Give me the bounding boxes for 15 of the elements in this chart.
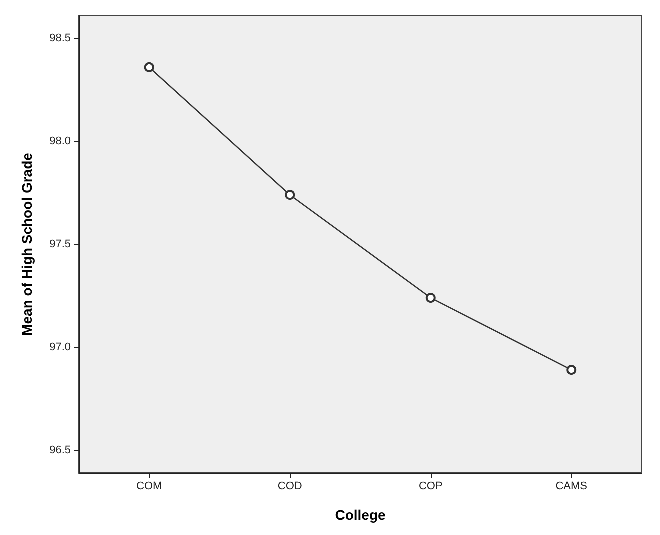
point — [426, 293, 436, 304]
point — [144, 62, 154, 72]
y-tick-label: 98.5 — [50, 32, 71, 45]
x-axis-title: College — [335, 507, 386, 523]
y-tick-label: 97.0 — [50, 341, 71, 354]
x-tick-label: CAMS — [556, 480, 588, 492]
x-tick-label: COP — [418, 480, 443, 492]
y-axis-title: Mean of High School Grade — [19, 152, 35, 336]
y-tick-label: 98.0 — [50, 136, 71, 148]
point — [285, 190, 296, 200]
y-tick-label: 97.5 — [50, 238, 71, 250]
point — [566, 365, 577, 376]
x-tick-label: COM — [136, 480, 162, 492]
y-tick-label: 96.5 — [50, 444, 71, 456]
x-tick-label: COD — [278, 480, 302, 492]
